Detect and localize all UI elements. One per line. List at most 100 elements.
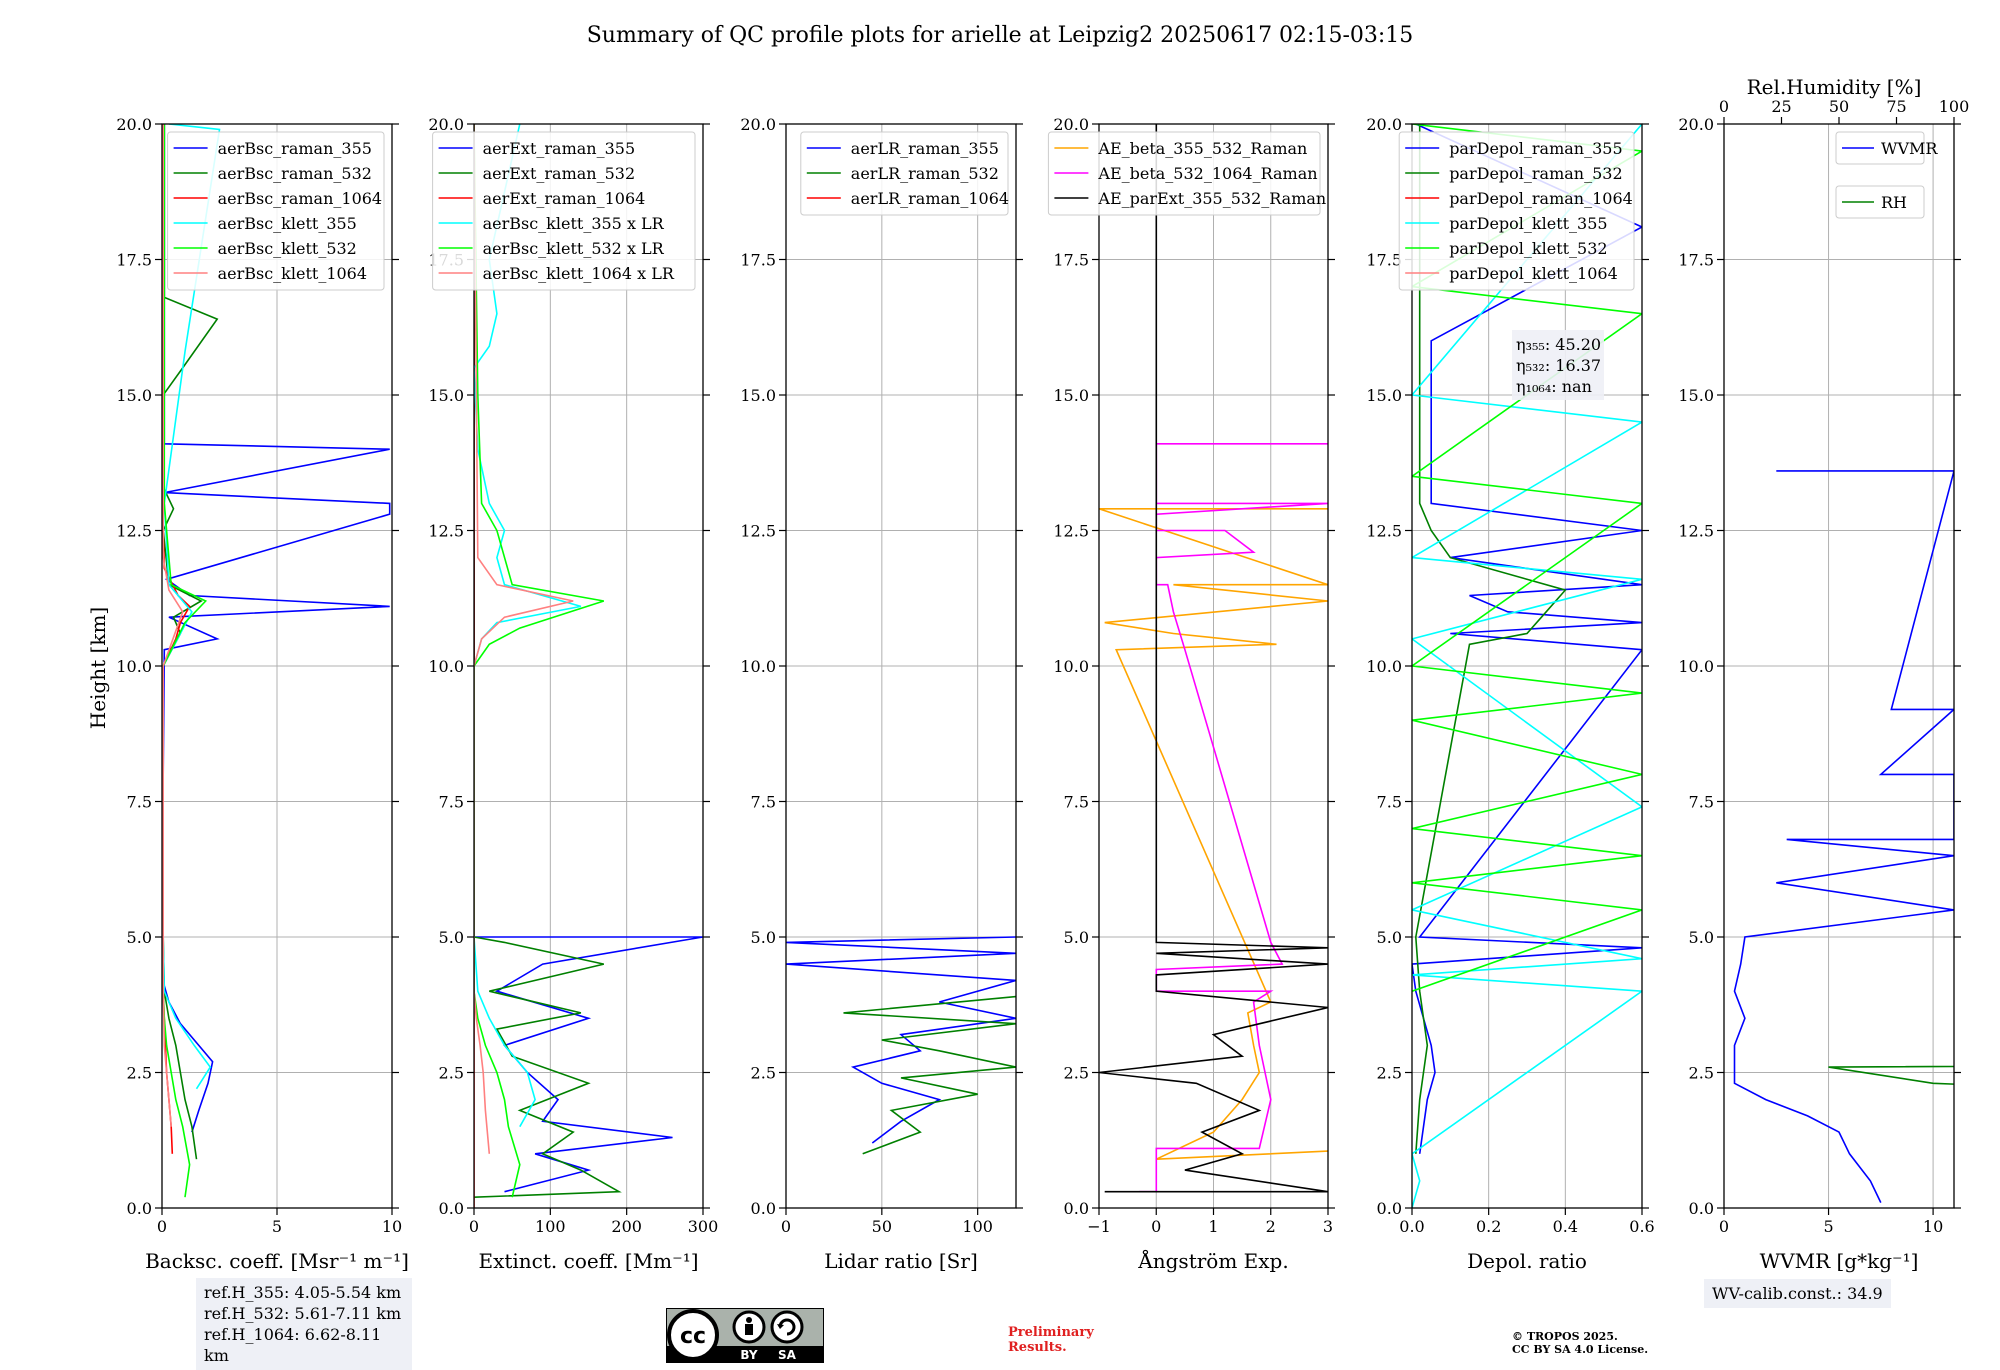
ytick-label: 15.0 [428,386,464,405]
legend-label: aerBsc_klett_532 x LR [483,239,665,258]
grid-3 [1099,124,1328,1208]
ytick-label: 20.0 [1366,115,1402,134]
ytick-label: 2.5 [1064,1064,1089,1083]
legend-label: parDepol_raman_1064 [1449,189,1633,208]
series-aerLR_raman_355 [786,937,1016,1143]
legend-label: AE_parExt_355_532_Raman [1097,189,1326,208]
ytick-label: 20.0 [1053,115,1089,134]
series-group-5 [1735,471,2000,1203]
x-axis-label: Depol. ratio [1467,1249,1587,1273]
series-group-2 [786,937,1016,1154]
ytick-label: 12.5 [1053,522,1089,541]
ytick-label: 20.0 [116,115,152,134]
legend-0: aerBsc_raman_355aerBsc_raman_532aerBsc_r… [168,132,384,290]
legend-label: aerBsc_raman_1064 [218,189,383,208]
legend-label: aerExt_raman_532 [483,164,636,183]
xtick-label: 5 [1823,1217,1833,1236]
annotation-line: η₅₃₂: 16.37 [1516,356,1601,375]
legend-label: aerExt_raman_355 [483,139,636,158]
legend-label: WVMR [1881,139,1938,158]
legend-label: aerBsc_klett_1064 x LR [483,264,675,283]
legend-1: aerExt_raman_355 aerExt_raman_532 aerExt_r… [433,132,695,290]
y-axis-label: Height [km] [86,607,110,729]
ytick-label: 7.5 [439,793,464,812]
xtick-label: 0 [781,1217,791,1236]
ytick-label: 20.0 [428,115,464,134]
top-xtick-label: 25 [1771,97,1791,116]
xtick-label: −1 [1087,1217,1111,1236]
ytick-label: 15.0 [1366,386,1402,405]
reference-height-box: ref.H_355: 4.05-5.54 km ref.H_532: 5.61-… [196,1278,412,1370]
top-axis-label: Rel.Humidity [%] [1747,75,1922,99]
xtick-label: 0.0 [1399,1217,1424,1236]
xtick-label: 5 [272,1217,282,1236]
ytick-label: 17.5 [1366,251,1402,270]
ytick-label: 0.0 [1689,1199,1714,1218]
ytick-label: 12.5 [1678,522,1714,541]
x-axis-label: WVMR [g*kg⁻¹] [1760,1249,1919,1273]
legend-label: AE_beta_532_1064_Raman [1097,164,1317,183]
legend-RH: RH [1836,186,1924,218]
xtick-label: 200 [611,1217,642,1236]
ytick-label: 10.0 [1366,657,1402,676]
xtick-label: 2 [1266,1217,1276,1236]
ytick-label: 20.0 [740,115,776,134]
copyright-line1: © TROPOS 2025. [1512,1330,1648,1343]
xtick-label: 0.6 [1629,1217,1654,1236]
ytick-label: 7.5 [1689,793,1714,812]
legend-3: AE_beta_355_532_RamanAE_beta_532_1064_Ra… [1048,132,1326,215]
legend-label: aerBsc_klett_532 [218,239,357,258]
ytick-label: 15.0 [1678,386,1714,405]
ytick-label: 7.5 [1064,793,1089,812]
xtick-label: 0 [1151,1217,1161,1236]
annotation-line: η₃₅₅: 45.20 [1516,335,1601,354]
ytick-label: 2.5 [127,1064,152,1083]
xtick-label: 300 [688,1217,719,1236]
ytick-label: 5.0 [1377,928,1402,947]
xtick-label: 1 [1208,1217,1218,1236]
xtick-label: 3 [1323,1217,1333,1236]
ytick-label: 10.0 [1678,657,1714,676]
ytick-label: 2.5 [751,1064,776,1083]
wv-calibration-box: WV-calib.const.: 34.9 [1704,1279,1891,1308]
x-axis-label: Lidar ratio [Sr] [824,1249,978,1273]
copyright-note: © TROPOS 2025. CC BY SA 4.0 License. [1512,1330,1648,1356]
top-xtick-label: 50 [1829,97,1849,116]
series-RH [1829,1013,2000,1197]
legend-label: aerBsc_raman_532 [218,164,372,183]
ytick-label: 7.5 [751,793,776,812]
ytick-label: 2.5 [1689,1064,1714,1083]
legend-label: aerLR_raman_355 [851,139,999,158]
legend-label: aerBsc_klett_1064 [218,264,367,283]
ytick-label: 2.5 [439,1064,464,1083]
series-WVMR [1735,471,1955,1203]
ytick-label: 5.0 [439,928,464,947]
legend-WVMR: WVMR [1836,132,1938,164]
ref-height-532: ref.H_532: 5.61-7.11 km [204,1303,404,1324]
ytick-label: 15.0 [740,386,776,405]
ytick-label: 12.5 [740,522,776,541]
ytick-label: 0.0 [439,1199,464,1218]
ytick-label: 17.5 [116,251,152,270]
ytick-label: 5.0 [127,928,152,947]
ytick-label: 5.0 [751,928,776,947]
preliminary-line2: Results. [1008,1340,1094,1355]
xtick-label: 0 [469,1217,479,1236]
ytick-label: 10.0 [116,657,152,676]
cc-by-sa-logo: cc BY SA [666,1308,824,1363]
ytick-label: 7.5 [127,793,152,812]
preliminary-note: Preliminary Results. [1008,1325,1094,1355]
ytick-label: 2.5 [1377,1064,1402,1083]
ytick-label: 0.0 [1064,1199,1089,1218]
legend-label: aerExt_raman_1064 [483,189,646,208]
preliminary-line1: Preliminary [1008,1325,1094,1340]
x-axis-label: Ångström Exp. [1137,1248,1288,1273]
xtick-label: 0.2 [1476,1217,1501,1236]
figure-title: Summary of QC profile plots for arielle … [587,23,1414,48]
xtick-label: 0 [157,1217,167,1236]
